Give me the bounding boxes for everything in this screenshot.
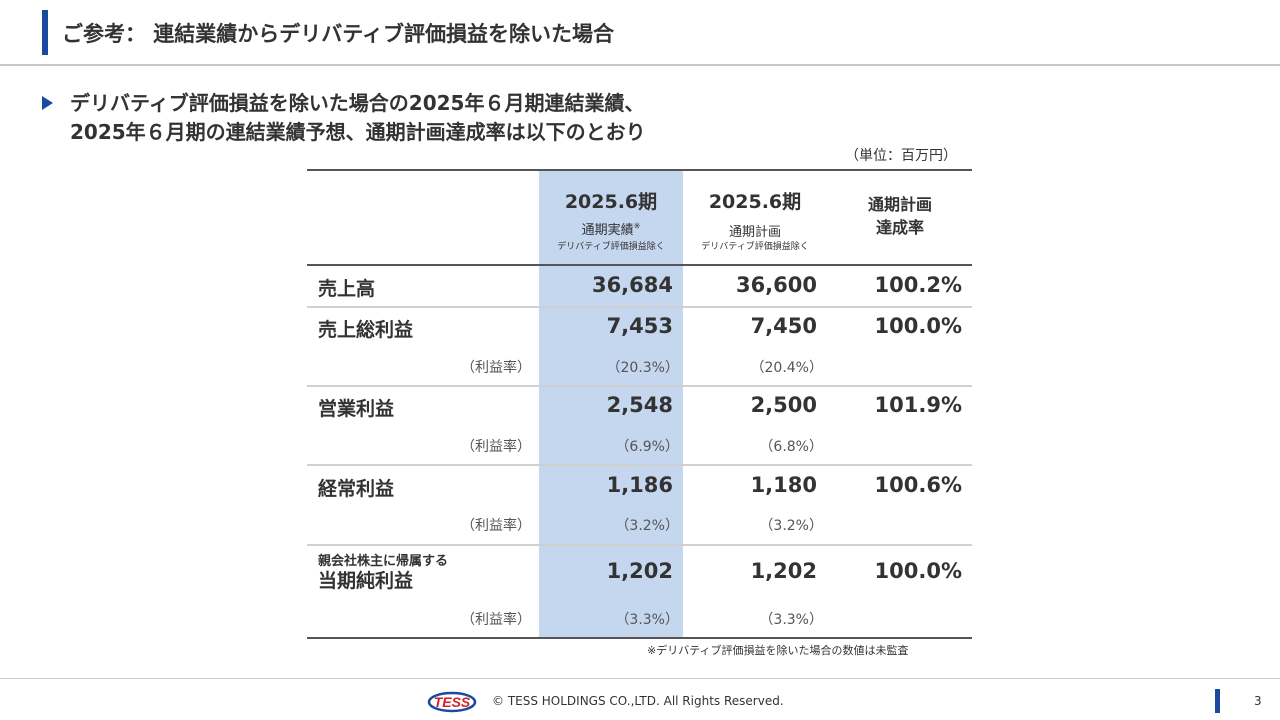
col-actual-note: デリバティブ評価損益除く [557,242,665,252]
row-label-net-prefix: 親会社株主に帰属する [318,554,449,569]
rate-ordinary-profit: 100.6% [874,473,962,497]
plan-gross-margin: （20.4%） [750,360,823,376]
plan-operating-margin: （6.8%） [759,439,823,455]
actual-column-highlight [539,171,683,638]
actual-sales: 36,684 [591,273,673,297]
col-plan-note: デリバティブ評価損益除く [701,242,809,252]
triangle-bullet-icon [42,96,53,110]
tess-logo-icon: TESS [427,691,477,713]
plan-gross-profit: 7,450 [750,314,817,338]
actual-net-profit: 1,202 [606,559,673,583]
row-divider [307,544,972,546]
unit-label: （単位：百万円） [845,148,957,164]
actual-ordinary-profit: 1,186 [606,473,673,497]
actual-gross-margin: （20.3%） [606,360,679,376]
ratio-label: （利益率） [461,439,531,455]
col-actual-title: 2025.6期 [564,191,658,213]
col-rate-title: 通期計画 達成率 [867,195,932,237]
page-number: 3 [1254,694,1262,708]
row-divider [307,306,972,308]
plan-ordinary-profit: 1,180 [750,473,817,497]
header-bottom-rule [307,264,972,266]
ratio-label: （利益率） [461,360,531,376]
row-label-operating-profit: 営業利益 [318,398,395,420]
actual-gross-profit: 7,453 [606,314,673,338]
note-mark: ※ [633,221,641,231]
plan-sales: 36,600 [735,273,817,297]
row-divider [307,464,972,466]
actual-net-margin: （3.3%） [615,612,679,628]
rate-gross-profit: 100.0% [874,314,962,338]
page-accent-bar [1215,689,1220,713]
actual-operating-margin: （6.9%） [615,439,679,455]
plan-ordinary-margin: （3.2%） [759,518,823,534]
col-plan-title: 2025.6期 [708,191,802,213]
title-accent-bar [42,10,48,55]
row-label-net-profit: 当期純利益 [318,570,414,592]
ratio-label: （利益率） [461,518,531,534]
row-label-sales: 売上高 [318,278,376,300]
col-actual-subtitle: 通期実績※ [581,221,641,238]
lead-text: デリバティブ評価損益を除いた場合の2025年６月期連結業績、 2025年６月期の… [70,89,646,147]
slide-title: ご参考： 連結業績からデリバティブ評価損益を除いた場合 [62,22,615,46]
rate-sales: 100.2% [874,273,962,297]
table-bottom-rule [307,637,972,639]
plan-net-margin: （3.3%） [759,612,823,628]
plan-operating-profit: 2,500 [750,393,817,417]
footer-divider [0,678,1280,679]
rate-operating-profit: 101.9% [874,393,962,417]
rate-net-profit: 100.0% [874,559,962,583]
ratio-label: （利益率） [461,612,531,628]
row-label-gross-profit: 売上総利益 [318,319,414,341]
plan-net-profit: 1,202 [750,559,817,583]
footnote: ※デリバティブ評価損益を除いた場合の数値は未監査 [647,644,909,657]
actual-operating-profit: 2,548 [606,393,673,417]
copyright: © TESS HOLDINGS CO.,LTD. All Rights Rese… [492,694,784,708]
row-divider [307,385,972,387]
table-top-rule [307,169,972,171]
title-divider [0,64,1280,66]
lead-line-2: 2025年６月期の連結業績予想、通期計画達成率は以下のとおり [70,120,646,144]
logo-text: TESS [434,694,471,710]
actual-ordinary-margin: （3.2%） [615,518,679,534]
col-plan-subtitle: 通期計画 [728,225,781,240]
lead-line-1: デリバティブ評価損益を除いた場合の2025年６月期連結業績、 [70,91,645,115]
row-label-ordinary-profit: 経常利益 [318,478,395,500]
